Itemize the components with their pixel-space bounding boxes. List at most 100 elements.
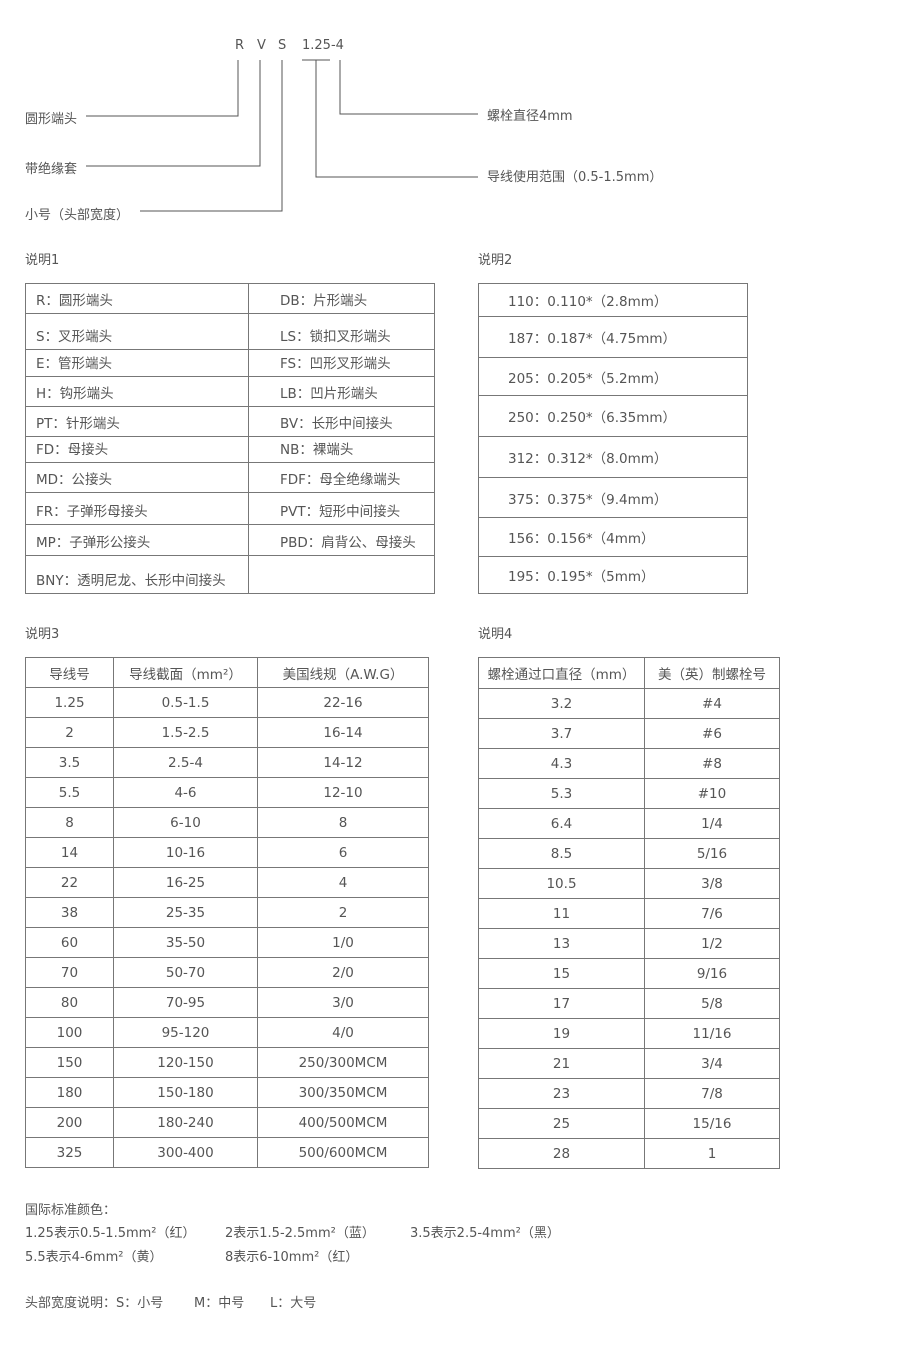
table-row: 180 150-180 300/350MCM <box>25 1077 429 1108</box>
note4-title: 说明4 <box>478 627 513 642</box>
table-cell: 2 <box>25 717 114 748</box>
table-cell: 16-14 <box>257 717 429 748</box>
table-cell: 11/16 <box>644 1018 780 1049</box>
table-cell: 187：0.187*（4.75mm） <box>478 316 748 358</box>
color-item: 1.25表示0.5-1.5mm²（红） <box>25 1226 196 1241</box>
table-row: 205：0.205*（5.2mm） <box>478 357 748 396</box>
table-cell: #6 <box>644 718 780 749</box>
table-row: 25 15/16 <box>478 1108 780 1139</box>
table-cell: 8 <box>257 807 429 838</box>
table-cell: LS：锁扣叉形端头 <box>248 313 435 350</box>
table-cell: 1 <box>644 1138 780 1169</box>
table-cell: 17 <box>478 988 645 1019</box>
table-cell: 325 <box>25 1137 114 1168</box>
line-bolt-diameter <box>339 60 478 115</box>
table-cell: 19 <box>478 1018 645 1049</box>
table-row: 17 5/8 <box>478 988 780 1019</box>
label-round-terminal: 圆形端头 <box>25 112 78 127</box>
table-cell: 250/300MCM <box>257 1047 429 1078</box>
table-row: 150 120-150 250/300MCM <box>25 1047 429 1078</box>
table-row: PT：针形端头 BV：长形中间接头 <box>25 406 435 437</box>
table-row: 1.25 0.5-1.5 22-16 <box>25 687 429 718</box>
table-cell: 120-150 <box>113 1047 258 1078</box>
table-header-row: 螺栓通过口直径（mm） 美（英）制螺栓号 <box>478 657 780 689</box>
table-row: S：叉形端头 LS：锁扣叉形端头 <box>25 313 435 350</box>
table-cell: 3.7 <box>478 718 645 749</box>
line-round-terminal <box>86 60 239 117</box>
label-wire-range: 导线使用范围（0.5-1.5mm） <box>487 170 663 185</box>
table-cell: 1/4 <box>644 808 780 839</box>
table-row: 195：0.195*（5mm） <box>478 556 748 594</box>
table-cell: 2/0 <box>257 957 429 988</box>
table-cell: 80 <box>25 987 114 1018</box>
table-cell: 4/0 <box>257 1017 429 1048</box>
code-letter-s: S <box>278 38 287 53</box>
table-cell <box>248 555 435 594</box>
table-row: 8 6-10 8 <box>25 807 429 838</box>
table-cell: 3.5 <box>25 747 114 778</box>
table-cell: PBD：肩背公、母接头 <box>248 524 435 556</box>
table-cell: 150-180 <box>113 1077 258 1108</box>
table-cell: H：钩形端头 <box>25 376 249 407</box>
table-cell: 100 <box>25 1017 114 1048</box>
header-awg: 美国线规（A.W.G） <box>257 657 429 688</box>
table-cell: 1.25 <box>25 687 114 718</box>
table-cell: 300-400 <box>113 1137 258 1168</box>
table-cell: 13 <box>478 928 645 959</box>
table-cell: 70 <box>25 957 114 988</box>
line-wire-range <box>315 60 478 178</box>
color-item: 5.5表示4-6mm²（黄） <box>25 1250 163 1265</box>
table-cell: #10 <box>644 778 780 809</box>
note1-title: 说明1 <box>25 253 60 268</box>
table-cell: FR：子弹形母接头 <box>25 492 249 525</box>
table-cell: 14-12 <box>257 747 429 778</box>
table-cell: 4.3 <box>478 748 645 779</box>
table-cell: #4 <box>644 688 780 719</box>
table-row: FR：子弹形母接头 PVT：短形中间接头 <box>25 492 435 525</box>
table-row: 38 25-35 2 <box>25 897 429 928</box>
table-cell: 25-35 <box>113 897 258 928</box>
code-letter-r: R <box>235 38 245 53</box>
table-row: 250：0.250*（6.35mm） <box>478 395 748 437</box>
table-cell: 300/350MCM <box>257 1077 429 1108</box>
table-cell: 180 <box>25 1077 114 1108</box>
table-cell: 21 <box>478 1048 645 1079</box>
table-row: 4.3 #8 <box>478 748 780 779</box>
table-row: 312：0.312*（8.0mm） <box>478 436 748 478</box>
table-cell: 5/8 <box>644 988 780 1019</box>
table-cell: DB：片形端头 <box>248 283 435 314</box>
note1-table: R：圆形端头 DB：片形端头 S：叉形端头 LS：锁扣叉形端头 E：管形端头 FS：凹形叉… <box>25 283 435 594</box>
table-cell: 6-10 <box>113 807 258 838</box>
table-cell: 22-16 <box>257 687 429 718</box>
table-cell: MP：子弹形公接头 <box>25 524 249 556</box>
table-row: BNY：透明尼龙、长形中间接头 <box>25 555 435 594</box>
table-cell: 375：0.375*（9.4mm） <box>478 477 748 518</box>
table-row: 3.5 2.5-4 14-12 <box>25 747 429 778</box>
table-row: 375：0.375*（9.4mm） <box>478 477 748 518</box>
table-row: MP：子弹形公接头 PBD：肩背公、母接头 <box>25 524 435 556</box>
table-row: E：管形端头 FS：凹形叉形端头 <box>25 349 435 377</box>
table-cell: 180-240 <box>113 1107 258 1138</box>
table-cell: 22 <box>25 867 114 898</box>
note3-title: 说明3 <box>25 627 60 642</box>
table-cell: PT：针形端头 <box>25 406 249 437</box>
table-cell: 7/6 <box>644 898 780 929</box>
table-cell: 205：0.205*（5.2mm） <box>478 357 748 396</box>
table-cell: 200 <box>25 1107 114 1138</box>
table-row: H：钩形端头 LB：凹片形端头 <box>25 376 435 407</box>
table-cell: 9/16 <box>644 958 780 989</box>
table-row: 15 9/16 <box>478 958 780 989</box>
table-cell: 3.2 <box>478 688 645 719</box>
table-row: 13 1/2 <box>478 928 780 959</box>
table-cell: 70-95 <box>113 987 258 1018</box>
table-header-row: 导线号 导线截面（mm²） 美国线规（A.W.G） <box>25 657 429 688</box>
line-insulated <box>86 60 261 167</box>
table-row: R：圆形端头 DB：片形端头 <box>25 283 435 314</box>
table-row: 70 50-70 2/0 <box>25 957 429 988</box>
table-cell: 11 <box>478 898 645 929</box>
table-row: 3.7 #6 <box>478 718 780 749</box>
label-small-size: 小号（头部宽度） <box>25 208 130 223</box>
table-row: 19 11/16 <box>478 1018 780 1049</box>
table-cell: 10-16 <box>113 837 258 868</box>
